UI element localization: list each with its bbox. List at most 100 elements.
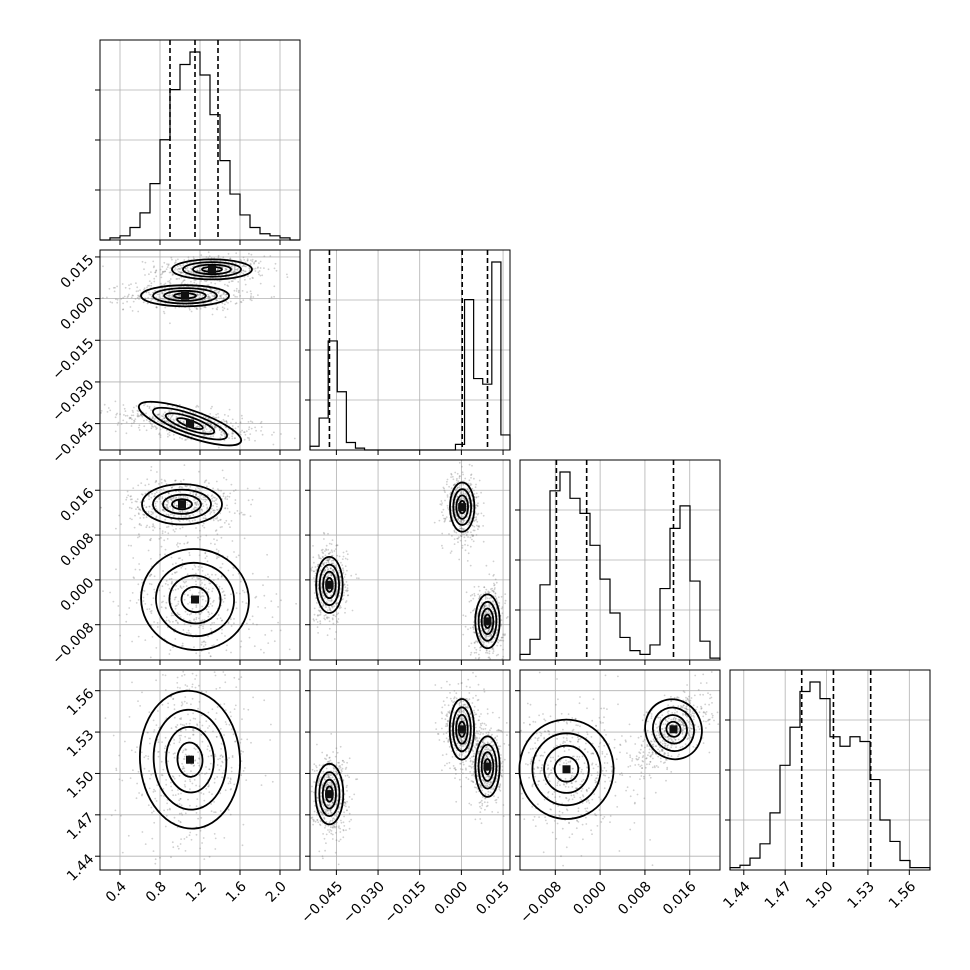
sample-point	[458, 536, 460, 538]
sample-point	[316, 614, 319, 616]
sample-point	[246, 258, 249, 260]
sample-point	[127, 544, 130, 547]
sample-point	[167, 290, 170, 292]
sample-point	[156, 500, 159, 503]
sample-point	[240, 760, 243, 762]
sample-point	[139, 517, 142, 519]
sample-point	[246, 291, 249, 293]
sample-point	[115, 413, 118, 416]
sample-point	[194, 279, 197, 282]
sample-point	[217, 254, 220, 257]
sample-point	[313, 592, 316, 594]
sample-point	[344, 589, 347, 592]
sample-point	[198, 509, 201, 512]
sample-point	[188, 271, 191, 273]
sample-point	[326, 566, 328, 569]
sample-point	[206, 508, 209, 510]
sample-point	[188, 308, 191, 311]
sample-point	[168, 434, 171, 437]
sample-point	[480, 512, 483, 515]
sample-point	[163, 479, 166, 482]
sample-point	[196, 293, 199, 295]
sample-point	[152, 417, 154, 420]
sample-point	[468, 645, 470, 647]
sample-point	[255, 260, 257, 262]
sample-point	[227, 285, 230, 287]
sample-point	[455, 479, 458, 482]
sample-point	[192, 765, 195, 767]
sample-point	[341, 558, 344, 560]
sample-point	[175, 528, 177, 530]
sample-point	[320, 601, 323, 604]
sample-point	[327, 552, 330, 555]
sample-point	[219, 810, 222, 812]
sample-point	[232, 271, 235, 274]
sample-point	[180, 567, 183, 569]
sample-point	[312, 556, 315, 559]
sample-point	[199, 578, 201, 580]
sample-point	[467, 530, 469, 533]
histogram-step	[729, 681, 931, 870]
sample-point	[176, 686, 179, 689]
sample-point	[166, 802, 169, 805]
sample-point	[313, 613, 316, 616]
sample-point	[179, 616, 182, 618]
sample-point	[215, 480, 218, 483]
sample-point	[202, 429, 205, 432]
sample-point	[230, 520, 233, 522]
sample-point	[220, 294, 223, 297]
sample-point	[175, 619, 178, 622]
sample-point	[321, 555, 324, 558]
sample-point	[468, 600, 471, 603]
sample-point	[239, 645, 242, 648]
sample-point	[235, 686, 238, 688]
sample-point	[485, 645, 488, 648]
contour-level-1	[139, 689, 241, 830]
sample-point	[244, 283, 247, 286]
sample-point	[235, 607, 238, 610]
sample-point	[469, 594, 472, 597]
sample-point	[457, 541, 459, 544]
sample-point	[219, 428, 221, 431]
sample-point	[154, 862, 157, 865]
sample-point	[141, 493, 144, 496]
sample-point	[342, 569, 345, 571]
sample-point	[152, 415, 154, 418]
sample-point	[138, 523, 141, 526]
sample-point	[170, 577, 173, 580]
sample-point	[194, 488, 197, 491]
sample-point	[203, 526, 206, 529]
sample-point	[170, 427, 173, 430]
sample-point	[182, 749, 185, 752]
sample-point	[180, 704, 183, 707]
sample-point	[217, 509, 220, 511]
sample-point	[177, 789, 179, 791]
sample-point	[170, 695, 172, 698]
sample-point	[319, 620, 322, 623]
sample-point	[146, 302, 149, 305]
sample-point	[213, 621, 216, 624]
sample-point	[210, 612, 213, 615]
sample-point	[168, 280, 171, 282]
sample-point	[223, 307, 226, 310]
sample-point	[164, 606, 167, 609]
sample-point	[476, 699, 479, 702]
sample-point	[186, 573, 189, 576]
sample-point	[170, 409, 173, 412]
sample-point	[325, 544, 328, 547]
sample-point	[210, 419, 212, 421]
sample-point	[333, 550, 336, 552]
sample-point	[163, 298, 165, 301]
sample-point	[257, 606, 259, 608]
sample-point	[328, 599, 330, 602]
sample-point	[452, 478, 455, 481]
sample-point	[218, 429, 221, 432]
sample-point	[153, 788, 155, 791]
sample-point	[221, 302, 224, 305]
sample-point	[260, 426, 263, 428]
sample-point	[440, 500, 443, 502]
sample-point	[441, 532, 444, 535]
sample-point	[199, 727, 202, 730]
sample-point	[179, 527, 182, 530]
sample-point	[150, 610, 153, 612]
